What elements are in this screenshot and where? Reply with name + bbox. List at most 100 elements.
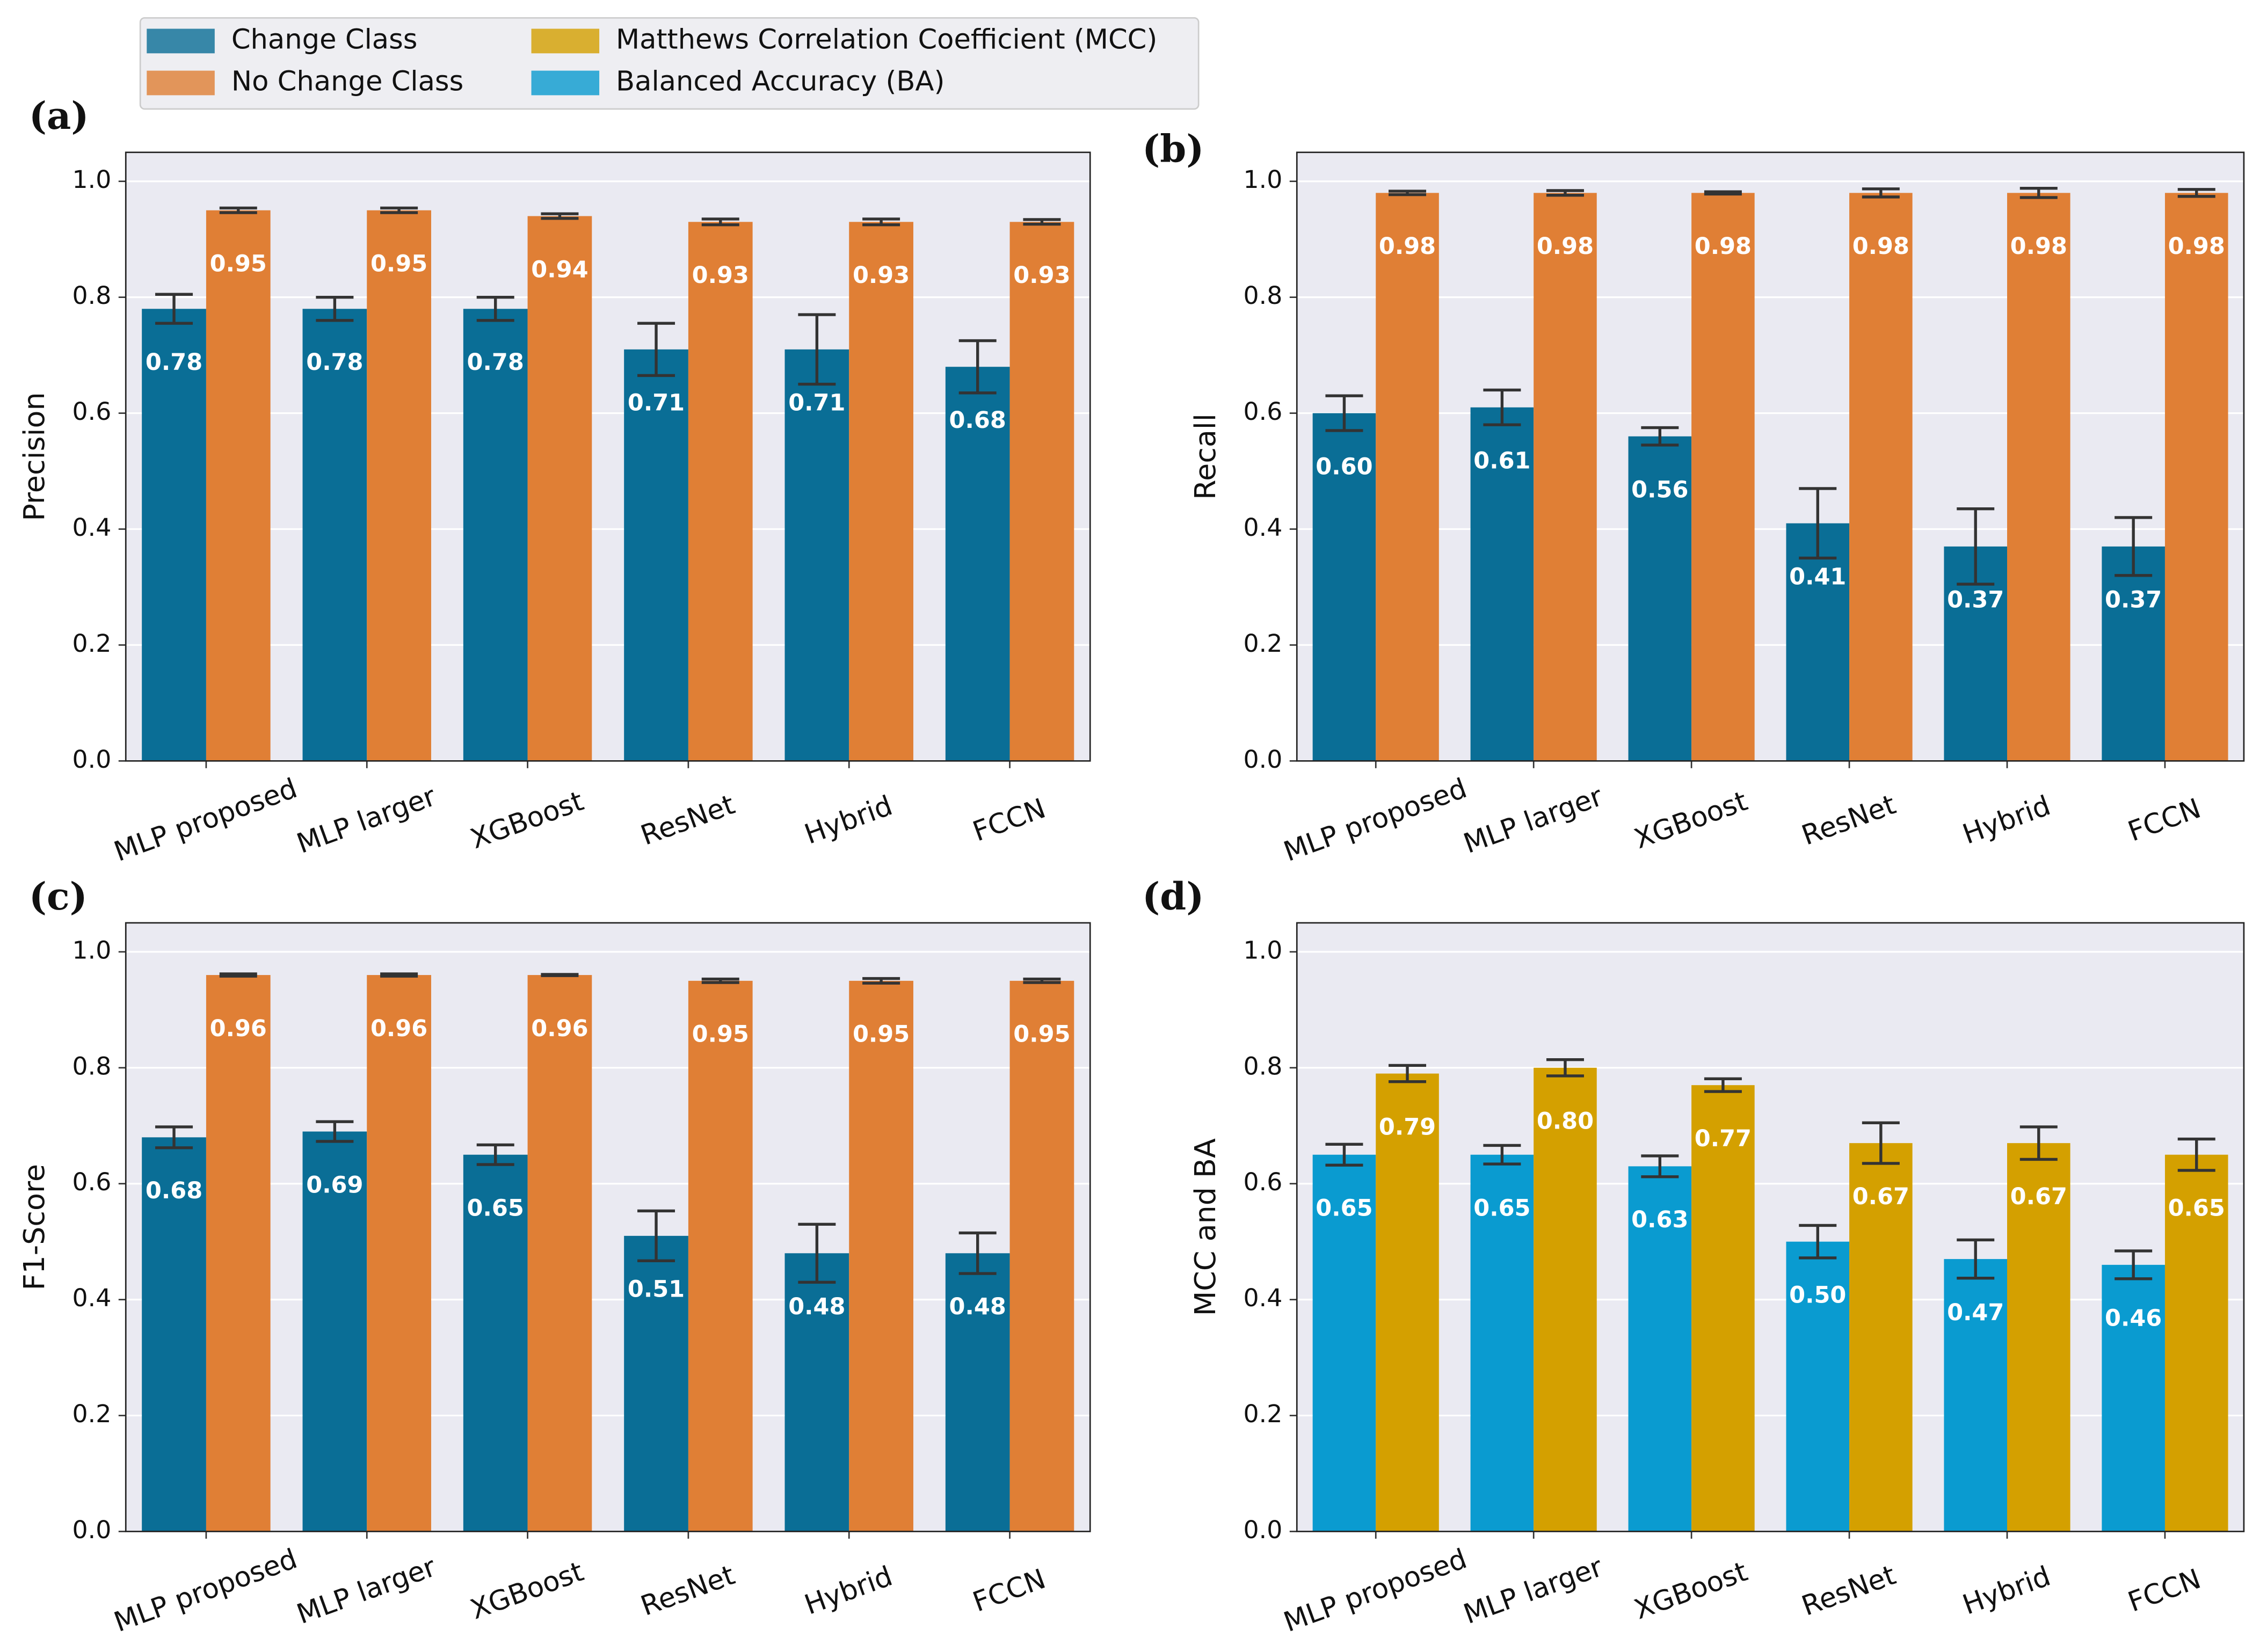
x-tick-label: Hybrid: [801, 790, 897, 850]
y-tick-label: 0.0: [72, 745, 112, 774]
y-tick-label: 0.4: [72, 1284, 112, 1312]
y-tick-label: 0.2: [72, 629, 112, 658]
y-tick-label: 1.0: [1244, 165, 1283, 194]
x-tick-label: ResNet: [1798, 789, 1900, 852]
value-label: 0.48: [949, 1293, 1006, 1320]
y-tick-label: 1.0: [1244, 936, 1283, 964]
bar: [367, 975, 431, 1532]
bar: [2164, 1154, 2228, 1532]
y-tick-label: 0.8: [1244, 281, 1283, 310]
y-tick-label: 1.0: [72, 936, 112, 964]
value-label: 0.98: [1852, 233, 1909, 260]
x-tick-label: ResNet: [637, 1560, 739, 1622]
value-label: 0.78: [306, 349, 363, 376]
bar: [1849, 193, 1913, 761]
value-label: 0.95: [370, 251, 427, 278]
value-label: 0.65: [1316, 1195, 1372, 1222]
value-label: 0.96: [370, 1015, 427, 1042]
legend-swatch: [531, 70, 600, 96]
bar: [302, 309, 367, 761]
value-label: 0.77: [1695, 1125, 1752, 1152]
value-label: 0.51: [628, 1276, 685, 1303]
value-label: 0.68: [949, 407, 1006, 434]
legend-label: Change Class: [231, 24, 418, 55]
value-label: 0.95: [210, 251, 267, 278]
y-tick-label: 0.2: [1244, 1400, 1283, 1428]
value-label: 0.96: [531, 1015, 588, 1042]
bar: [784, 349, 849, 761]
value-label: 0.65: [2168, 1195, 2225, 1222]
plot-area: [1297, 922, 2244, 1532]
y-tick-label: 0.4: [72, 513, 112, 542]
value-label: 0.56: [1631, 477, 1688, 504]
bar: [688, 222, 753, 761]
x-tick-label: Hybrid: [1959, 790, 2055, 850]
bar: [2102, 546, 2165, 761]
bar: [1786, 1241, 1850, 1532]
value-label: 0.48: [788, 1293, 845, 1320]
plot-area: [126, 152, 1091, 761]
value-label: 0.37: [2105, 587, 2162, 614]
bar: [142, 309, 206, 761]
bar: [849, 980, 913, 1532]
value-label: 0.98: [2168, 233, 2225, 260]
y-tick-label: 0.0: [1244, 745, 1283, 774]
y-tick-label: 0.6: [1244, 1168, 1283, 1196]
bar: [1312, 1154, 1376, 1532]
y-axis-label: MCC and BA: [1188, 1138, 1222, 1316]
value-label: 0.78: [146, 349, 202, 376]
x-tick-label: Hybrid: [1959, 1561, 2055, 1621]
x-tick-label: XGBoost: [1630, 785, 1752, 855]
bar: [206, 975, 271, 1532]
bar: [1009, 980, 1074, 1532]
bar: [784, 1253, 849, 1532]
value-label: 0.60: [1316, 453, 1372, 480]
value-label: 0.95: [853, 1021, 910, 1048]
x-tick-label: XGBoost: [1630, 1556, 1752, 1626]
bar: [1376, 193, 1439, 761]
y-tick-label: 0.2: [72, 1400, 112, 1428]
plot-area: [1297, 152, 2244, 761]
y-tick-label: 0.6: [72, 397, 112, 426]
y-tick-label: 0.0: [1244, 1516, 1283, 1544]
value-label: 0.93: [853, 262, 910, 289]
legend-label: Balanced Accuracy (BA): [616, 66, 944, 98]
value-label: 0.61: [1473, 448, 1530, 475]
plot-frame: [125, 151, 1091, 762]
value-label: 0.98: [1379, 233, 1436, 260]
bar: [2007, 1143, 2070, 1532]
value-label: 0.98: [1695, 233, 1752, 260]
x-tick-label: ResNet: [637, 789, 739, 852]
bar: [206, 210, 271, 761]
bar: [367, 210, 431, 761]
value-label: 0.47: [1947, 1299, 2004, 1326]
value-label: 0.80: [1537, 1108, 1594, 1135]
bar: [1534, 193, 1597, 761]
value-label: 0.37: [1947, 587, 2004, 614]
value-label: 0.65: [1473, 1195, 1530, 1222]
x-tick-label: MLP larger: [1459, 1551, 1607, 1631]
bar: [624, 1235, 688, 1532]
value-label: 0.78: [467, 349, 524, 376]
x-tick-label: MLP larger: [1459, 781, 1607, 860]
bar: [688, 980, 753, 1532]
bar: [302, 1131, 367, 1532]
x-tick-label: MLP proposed: [110, 1543, 301, 1639]
x-tick-label: MLP larger: [293, 781, 440, 860]
value-label: 0.50: [1789, 1282, 1846, 1309]
value-label: 0.65: [467, 1195, 524, 1222]
x-tick-label: MLP proposed: [1280, 1543, 1471, 1639]
x-tick-label: FCCN: [969, 793, 1050, 848]
legend: Change Class No Change Class Matthews Corr…: [147, 24, 1157, 98]
bar: [2007, 193, 2070, 761]
value-label: 0.95: [1013, 1021, 1070, 1048]
bar: [463, 309, 528, 761]
x-tick-label: MLP proposed: [1280, 773, 1471, 868]
legend-label: No Change Class: [231, 66, 463, 98]
bar: [624, 349, 688, 761]
y-tick-label: 0.6: [1244, 397, 1283, 426]
x-tick-label: FCCN: [2124, 1563, 2205, 1619]
value-label: 0.69: [306, 1171, 363, 1198]
plot-frame: [125, 922, 1091, 1532]
x-tick-label: MLP larger: [293, 1551, 440, 1631]
